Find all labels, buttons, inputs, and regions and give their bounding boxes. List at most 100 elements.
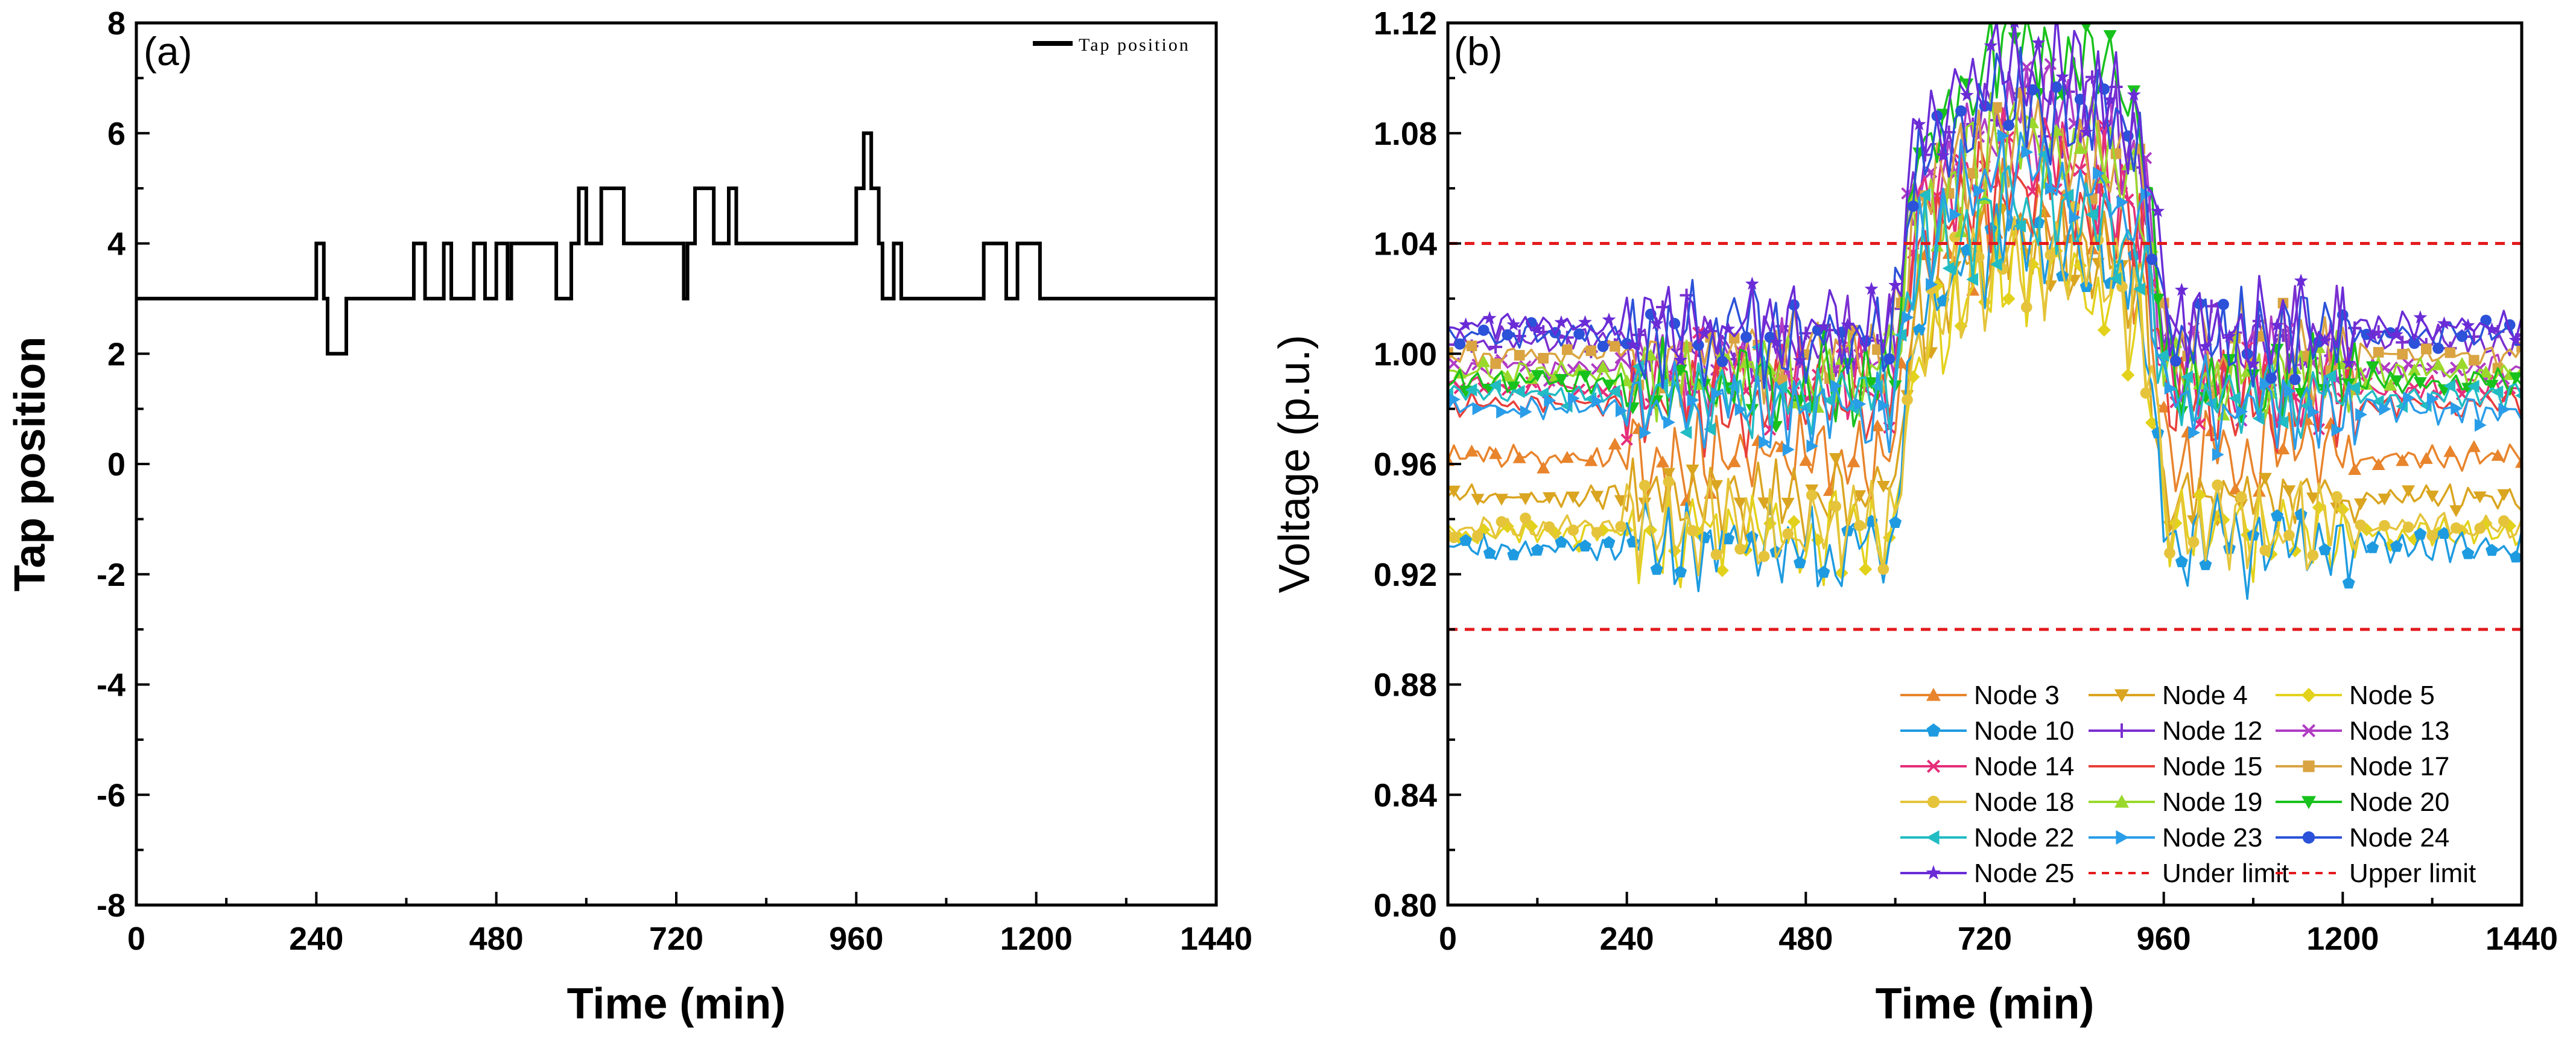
series-marker (2157, 348, 2169, 362)
series-marker (1759, 435, 1771, 449)
series-marker (1878, 399, 1890, 413)
series-marker (1544, 393, 1556, 407)
series-marker (2515, 392, 2522, 399)
series-marker (1518, 493, 1532, 506)
panel-b-y-axis-title: Voltage (p.u.) (1271, 335, 1319, 593)
series-marker (2002, 292, 2016, 306)
panel-a-y-tick-label: 4 (107, 226, 125, 262)
series-marker (2045, 182, 2057, 195)
series-node-18 (1448, 201, 2522, 577)
series-marker (2008, 32, 2022, 45)
series-marker (1740, 331, 1752, 343)
series-marker (1477, 355, 1491, 367)
series-marker (2116, 195, 2129, 209)
series-marker (1454, 338, 1466, 350)
legend-label: Node 18 (1974, 787, 2074, 817)
series-marker (1835, 566, 1848, 580)
series-marker (2419, 452, 2433, 464)
panel-a-x-tick-label: 240 (289, 921, 343, 957)
series-marker (2431, 358, 2445, 370)
series-marker (2486, 544, 2499, 556)
series-marker (1990, 258, 2002, 272)
panel-a-tap-position: 0 240 480 720 960 1200 1440 -8 -6 -4 -2 0 2 4 6 8 (a) T… (6, 5, 1252, 1028)
series-marker (2396, 454, 2409, 466)
series-marker (1782, 443, 1795, 457)
series-marker (1955, 105, 1967, 117)
series-marker (2097, 323, 2111, 337)
series-marker (1680, 494, 1693, 506)
legend-swatch-marker (1926, 865, 1941, 880)
panel-a-y-tick-label: -8 (97, 888, 125, 924)
series-marker (1829, 453, 1842, 465)
series-marker (1972, 211, 1986, 223)
series-marker (1490, 358, 1501, 369)
series-marker (1984, 38, 1998, 52)
legend-swatch-marker (2114, 723, 2129, 738)
series-marker (2366, 541, 2379, 553)
series-marker (2146, 253, 2158, 265)
series-marker (1608, 384, 1620, 398)
panel-b-y-tick-label: 1.00 (1374, 336, 1437, 372)
series-marker (1465, 383, 1477, 397)
series-marker (1608, 437, 1622, 450)
series-marker (1495, 494, 1508, 506)
series-marker (2021, 145, 2034, 159)
panel-a-x-tick-label: 960 (829, 921, 883, 957)
series-marker (1769, 335, 1783, 349)
series-marker (2093, 167, 2105, 180)
series-marker (2187, 536, 2200, 548)
series-marker (2193, 488, 2206, 502)
series-marker (2426, 530, 2438, 542)
series-marker (1973, 183, 1986, 197)
series-marker (1722, 532, 1735, 545)
series-marker (1566, 491, 1580, 504)
series-marker (1949, 208, 1962, 221)
legend-swatch-marker (2302, 831, 2315, 844)
panel-b-x-tick-label: 1440 (2486, 921, 2558, 957)
series-marker (2331, 423, 2344, 437)
series-marker (1960, 78, 1974, 91)
series-marker (1459, 533, 1473, 546)
series-marker (1591, 527, 1603, 539)
series-marker (1448, 485, 1461, 498)
legend-item-node-20: Node 20 (2276, 787, 2449, 817)
legend-swatch-marker (2114, 795, 2129, 808)
series-marker (1538, 352, 1549, 364)
panel-a-x-tick-label: 480 (469, 921, 524, 957)
series-marker (1471, 494, 1485, 506)
series-marker (1663, 476, 1675, 488)
series-marker (2081, 23, 2092, 33)
series-marker (2289, 373, 2301, 386)
series-marker (2479, 365, 2493, 378)
series-marker (1567, 392, 1580, 405)
series-marker (1531, 370, 1544, 383)
legend-label: Node 13 (2349, 716, 2449, 746)
series-marker (2498, 515, 2510, 527)
series-marker (2342, 576, 2355, 589)
tap-position-line (136, 131, 1216, 356)
legend-item-node-12: Node 12 (2089, 716, 2262, 746)
panel-a-x-tick-label: 0 (127, 921, 145, 957)
series-marker (2031, 35, 2046, 49)
series-marker (2282, 485, 2296, 498)
legend-swatch-marker (2302, 723, 2316, 738)
panel-b-y-tick-label: 1.12 (1374, 5, 1437, 42)
series-marker (2045, 249, 2057, 261)
series-marker (2485, 380, 2499, 392)
legend-item-node-5: Node 5 (2276, 681, 2435, 710)
legend-swatch-marker (1926, 830, 1940, 845)
series-marker (1721, 322, 1736, 335)
legend-swatch-marker (2116, 830, 2129, 845)
series-marker (2480, 314, 2492, 326)
panel-a-y-axis-title: Tap position (6, 337, 54, 592)
series-marker (2467, 440, 2481, 453)
series-marker (1793, 556, 1806, 568)
legend-swatch-marker (1926, 759, 1941, 774)
series-marker (2051, 81, 2063, 93)
series-marker (1459, 317, 1473, 331)
series-marker (1847, 455, 1861, 468)
series-marker (1448, 392, 1461, 406)
series-marker (1817, 565, 1830, 578)
series-marker (1877, 563, 1889, 575)
